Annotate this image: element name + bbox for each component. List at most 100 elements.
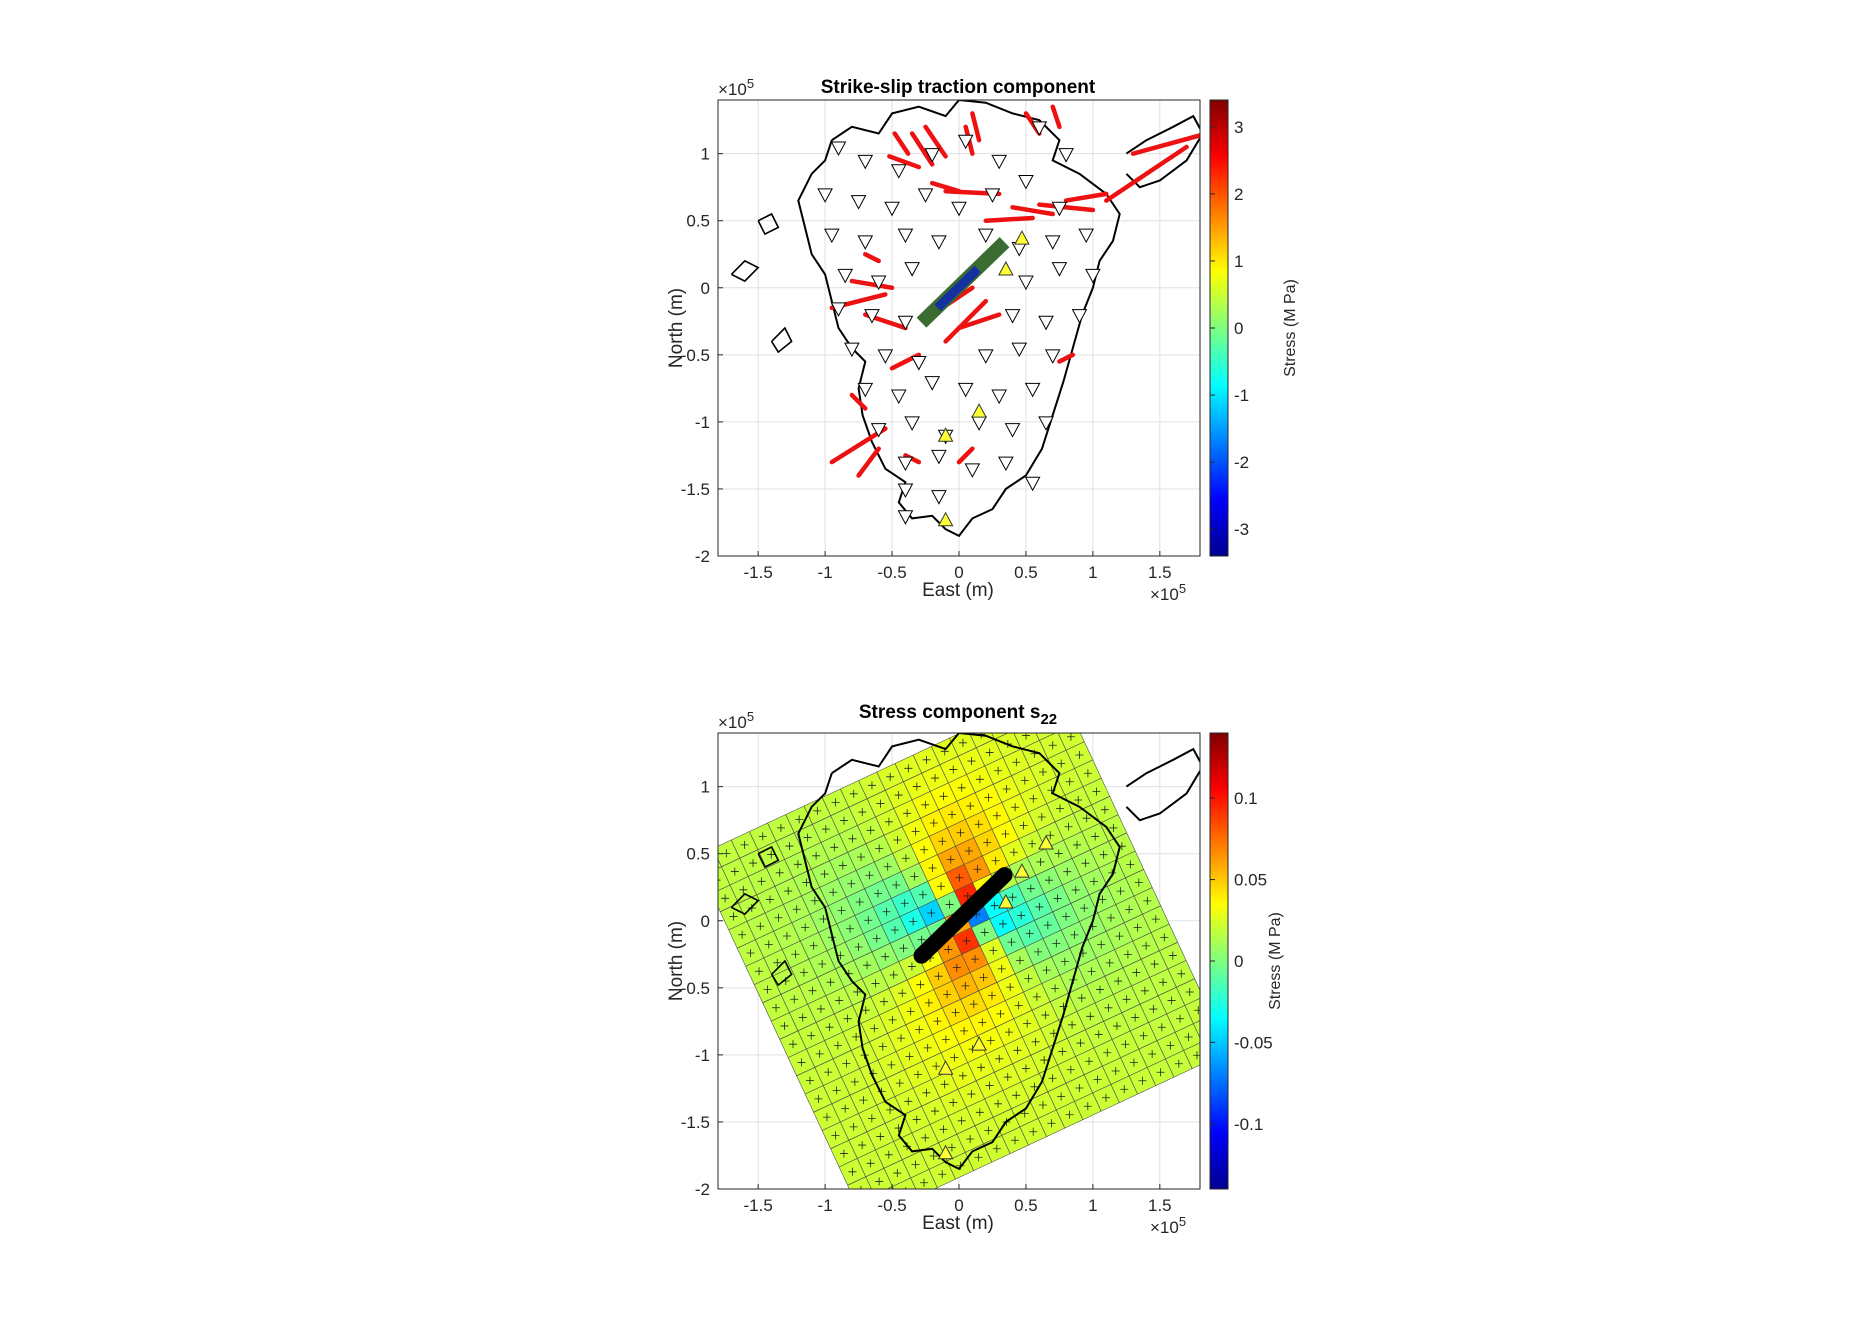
cell-marker bbox=[1021, 1064, 1030, 1073]
cell-marker bbox=[1013, 1046, 1022, 1055]
cell-marker bbox=[871, 979, 880, 988]
cell-marker bbox=[850, 1077, 859, 1086]
cell-marker bbox=[1066, 1065, 1075, 1074]
cell-marker bbox=[1080, 904, 1089, 913]
cell-marker bbox=[878, 1042, 887, 1051]
volcano-marker bbox=[998, 260, 1014, 276]
cell-marker bbox=[969, 1000, 978, 1009]
cell-marker bbox=[987, 991, 996, 1000]
cell-marker bbox=[1168, 951, 1177, 960]
cell-marker bbox=[1138, 1076, 1147, 1085]
y-tick-label: -1 bbox=[695, 1046, 710, 1065]
cell-marker bbox=[1032, 992, 1041, 1001]
cell-marker bbox=[998, 919, 1007, 928]
station-marker bbox=[830, 141, 847, 156]
station-marker bbox=[1031, 121, 1048, 136]
cell-marker bbox=[795, 815, 804, 824]
cell-marker bbox=[773, 958, 782, 967]
cell-marker bbox=[1066, 733, 1075, 741]
coastline-island bbox=[757, 212, 780, 236]
cell-marker bbox=[1065, 777, 1074, 786]
cell-marker bbox=[967, 757, 976, 766]
x-tick-label: -1 bbox=[818, 1196, 833, 1215]
station-marker bbox=[1038, 416, 1054, 431]
colorbar-label-2: Stress (M Pa) bbox=[1267, 912, 1284, 1010]
x-tick-label: 0.5 bbox=[1014, 563, 1038, 582]
cell-marker bbox=[985, 1081, 994, 1090]
cell-marker bbox=[960, 1026, 969, 1035]
cell-marker bbox=[1012, 758, 1021, 767]
cell-marker bbox=[799, 968, 808, 977]
x-tick-label: -0.5 bbox=[877, 563, 906, 582]
cell-marker bbox=[873, 889, 882, 898]
station-marker bbox=[991, 154, 1008, 170]
cell-marker bbox=[1167, 996, 1176, 1005]
fault-plane-1 bbox=[916, 237, 1010, 328]
cell-marker bbox=[967, 1090, 976, 1099]
cell-marker bbox=[1062, 912, 1071, 921]
cell-marker bbox=[1029, 794, 1038, 803]
cell-marker bbox=[1132, 968, 1141, 977]
cell-marker bbox=[881, 952, 890, 961]
colorbar-tick-label: -0.1 bbox=[1234, 1115, 1263, 1134]
cell-marker bbox=[840, 816, 849, 825]
cell-marker bbox=[722, 849, 731, 858]
station-marker bbox=[931, 235, 947, 250]
cell-marker bbox=[866, 1159, 875, 1168]
station-marker bbox=[877, 349, 894, 364]
cell-marker bbox=[1156, 1068, 1165, 1077]
cell-marker bbox=[945, 900, 954, 909]
volcano-marker bbox=[971, 1036, 987, 1051]
cell-marker bbox=[812, 851, 821, 860]
cell-marker bbox=[835, 996, 844, 1005]
cell-marker bbox=[905, 1052, 914, 1061]
cell-marker bbox=[930, 1107, 939, 1116]
y-axis-label-1: North (m) bbox=[666, 288, 687, 368]
cell-marker bbox=[920, 845, 929, 854]
cell-marker bbox=[1072, 840, 1081, 849]
cell-marker bbox=[924, 998, 933, 1007]
cell-marker bbox=[975, 775, 984, 784]
cell-marker bbox=[1068, 1020, 1077, 1029]
colorbar-ticks-1: -3 -2 -1 0 1 2 3 bbox=[1210, 118, 1249, 539]
cell-marker bbox=[1122, 995, 1131, 1004]
cell-marker bbox=[805, 1076, 814, 1085]
station-marker bbox=[857, 235, 874, 250]
coastline-island bbox=[770, 326, 793, 354]
volcano-marker bbox=[998, 893, 1014, 909]
cell-marker bbox=[985, 748, 994, 757]
station-marker bbox=[977, 228, 994, 244]
cell-marker bbox=[1031, 1037, 1040, 1046]
cell-marker bbox=[826, 978, 835, 987]
cell-marker bbox=[801, 923, 810, 932]
x-tick-label: 0 bbox=[954, 1196, 963, 1215]
cell-marker bbox=[730, 867, 739, 876]
station-marker bbox=[957, 382, 974, 398]
cell-marker bbox=[842, 1059, 851, 1068]
cell-marker bbox=[1020, 776, 1029, 785]
station-marker bbox=[977, 349, 994, 364]
cell-marker bbox=[1131, 1013, 1140, 1022]
station-marker bbox=[904, 262, 920, 277]
cell-marker bbox=[1098, 895, 1107, 904]
y-exponent-1: ×105 bbox=[718, 76, 754, 99]
cell-marker bbox=[997, 964, 1006, 973]
coastline-island bbox=[757, 845, 780, 869]
cell-marker bbox=[1037, 812, 1046, 821]
station-marker bbox=[890, 389, 907, 405]
cell-marker bbox=[1048, 741, 1057, 750]
colorbar-tick-label: -1 bbox=[1234, 386, 1249, 405]
cell-marker bbox=[1026, 884, 1035, 893]
cell-marker bbox=[1004, 1028, 1013, 1037]
cell-marker bbox=[1185, 988, 1194, 997]
cell-marker bbox=[756, 922, 765, 931]
cell-marker bbox=[858, 1141, 867, 1150]
traction-segment bbox=[1104, 144, 1189, 203]
cell-marker bbox=[1094, 1030, 1103, 1039]
y-tick-label: -1 bbox=[695, 413, 710, 432]
cell-marker bbox=[949, 1098, 958, 1107]
cell-marker bbox=[1008, 893, 1017, 902]
cell-marker bbox=[939, 1125, 948, 1134]
cell-marker bbox=[1157, 1023, 1166, 1032]
